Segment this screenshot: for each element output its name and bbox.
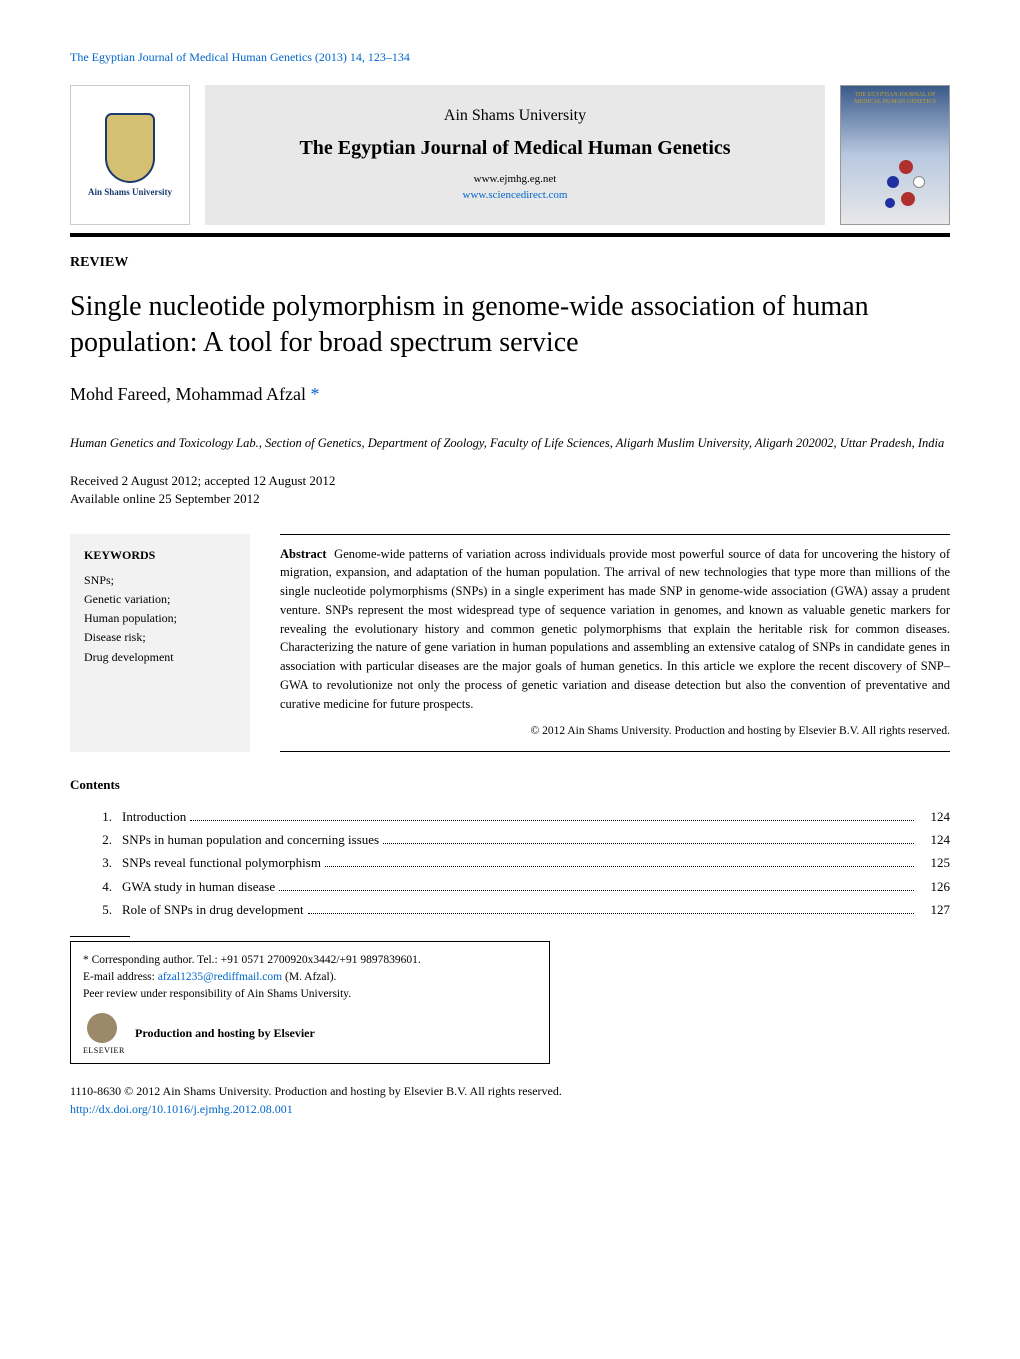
online-date: Available online 25 September 2012 bbox=[70, 490, 950, 508]
abstract-copyright: © 2012 Ain Shams University. Production … bbox=[280, 723, 950, 740]
article-title: Single nucleotide polymorphism in genome… bbox=[70, 289, 950, 362]
keyword-item: SNPs; bbox=[84, 571, 236, 590]
journal-title: The Egyptian Journal of Medical Human Ge… bbox=[225, 137, 805, 160]
toc-sep bbox=[112, 805, 122, 828]
university-name: Ain Shams University bbox=[225, 107, 805, 125]
elsevier-tree-icon: ELSEVIER bbox=[83, 1013, 121, 1053]
header-rule bbox=[70, 233, 950, 237]
toc-leader bbox=[308, 903, 914, 915]
keyword-item: Drug development bbox=[84, 648, 236, 667]
toc-number: 1. bbox=[88, 805, 112, 828]
toc-page: 124 bbox=[918, 828, 950, 851]
toc-row[interactable]: 5. Role of SNPs in drug development 127 bbox=[70, 898, 950, 921]
corr-line-3: Peer review under responsibility of Ain … bbox=[83, 986, 537, 1003]
affiliation: Human Genetics and Toxicology Lab., Sect… bbox=[70, 435, 950, 453]
elsevier-label: ELSEVIER bbox=[83, 1045, 121, 1057]
toc-row[interactable]: 4. GWA study in human disease 126 bbox=[70, 875, 950, 898]
keywords-box: KEYWORDS SNPs; Genetic variation; Human … bbox=[70, 534, 250, 752]
received-date: Received 2 August 2012; accepted 12 Augu… bbox=[70, 472, 950, 490]
journal-url-2[interactable]: www.sciencedirect.com bbox=[225, 188, 805, 203]
toc-leader bbox=[383, 832, 914, 844]
toc-leader bbox=[279, 879, 914, 891]
toc-sep bbox=[112, 898, 122, 921]
toc-number: 2. bbox=[88, 828, 112, 851]
article-type: REVIEW bbox=[70, 255, 950, 271]
logo-shield-icon bbox=[105, 113, 155, 183]
authors: Mohd Fareed, Mohammad Afzal * bbox=[70, 384, 950, 405]
production-hosting-label: Production and hosting by Elsevier bbox=[135, 1024, 315, 1042]
abstract-block: KEYWORDS SNPs; Genetic variation; Human … bbox=[70, 534, 950, 752]
abstract-text: Genome-wide patterns of variation across… bbox=[280, 547, 950, 711]
toc-number: 5. bbox=[88, 898, 112, 921]
toc-leader bbox=[190, 809, 914, 821]
running-header: The Egyptian Journal of Medical Human Ge… bbox=[70, 50, 950, 65]
corresponding-marker[interactable]: * bbox=[310, 384, 319, 404]
keyword-item: Human population; bbox=[84, 609, 236, 628]
toc-row[interactable]: 1. Introduction 124 bbox=[70, 805, 950, 828]
footnote-rule bbox=[70, 936, 130, 937]
toc-row[interactable]: 2. SNPs in human population and concerni… bbox=[70, 828, 950, 851]
footer: 1110-8630 © 2012 Ain Shams University. P… bbox=[70, 1082, 950, 1118]
elsevier-row: ELSEVIER Production and hosting by Elsev… bbox=[83, 1013, 537, 1053]
toc-number: 3. bbox=[88, 851, 112, 874]
journal-cover-thumbnail: THE EGYPTIAN JOURNAL OF MEDICAL HUMAN GE… bbox=[840, 85, 950, 225]
toc-title: GWA study in human disease bbox=[122, 875, 275, 898]
toc-page: 124 bbox=[918, 805, 950, 828]
journal-header: Ain Shams University Ain Shams Universit… bbox=[70, 85, 950, 225]
journal-urls: www.ejmhg.eg.net www.sciencedirect.com bbox=[225, 172, 805, 203]
toc-page: 127 bbox=[918, 898, 950, 921]
university-logo: Ain Shams University bbox=[70, 85, 190, 225]
journal-url-1[interactable]: www.ejmhg.eg.net bbox=[225, 172, 805, 187]
toc-sep bbox=[112, 828, 122, 851]
keywords-heading: KEYWORDS bbox=[84, 546, 236, 565]
email-suffix: (M. Afzal). bbox=[282, 971, 336, 983]
logo-caption: Ain Shams University bbox=[88, 187, 172, 197]
toc-title: Role of SNPs in drug development bbox=[122, 898, 304, 921]
corr-email-link[interactable]: afzal1235@rediffmail.com bbox=[158, 971, 282, 983]
toc-title: SNPs reveal functional polymorphism bbox=[122, 851, 321, 874]
issn-copyright: 1110-8630 © 2012 Ain Shams University. P… bbox=[70, 1082, 950, 1100]
toc-row[interactable]: 3. SNPs reveal functional polymorphism 1… bbox=[70, 851, 950, 874]
toc-sep bbox=[112, 851, 122, 874]
keyword-item: Disease risk; bbox=[84, 628, 236, 647]
article-dates: Received 2 August 2012; accepted 12 Augu… bbox=[70, 472, 950, 508]
toc-number: 4. bbox=[88, 875, 112, 898]
contents-heading: Contents bbox=[70, 777, 950, 793]
email-prefix: E-mail address: bbox=[83, 971, 158, 983]
corr-line-1: * Corresponding author. Tel.: +91 0571 2… bbox=[83, 952, 537, 969]
toc-page: 125 bbox=[918, 851, 950, 874]
abstract-box: Abstract Genome-wide patterns of variati… bbox=[280, 534, 950, 752]
toc-title: Introduction bbox=[122, 805, 186, 828]
keyword-item: Genetic variation; bbox=[84, 590, 236, 609]
corr-line-2: E-mail address: afzal1235@rediffmail.com… bbox=[83, 969, 537, 986]
authors-names: Mohd Fareed, Mohammad Afzal bbox=[70, 384, 310, 404]
toc-sep bbox=[112, 875, 122, 898]
doi-link[interactable]: http://dx.doi.org/10.1016/j.ejmhg.2012.0… bbox=[70, 1100, 950, 1118]
toc-page: 126 bbox=[918, 875, 950, 898]
toc-leader bbox=[325, 856, 914, 868]
correspondence-box: * Corresponding author. Tel.: +91 0571 2… bbox=[70, 941, 550, 1065]
journal-title-box: Ain Shams University The Egyptian Journa… bbox=[205, 85, 825, 225]
cover-title: THE EGYPTIAN JOURNAL OF MEDICAL HUMAN GE… bbox=[845, 92, 945, 106]
abstract-label: Abstract bbox=[280, 547, 327, 561]
toc-title: SNPs in human population and concerning … bbox=[122, 828, 379, 851]
table-of-contents: 1. Introduction 124 2. SNPs in human pop… bbox=[70, 805, 950, 922]
cover-molecule-icon bbox=[879, 154, 939, 214]
